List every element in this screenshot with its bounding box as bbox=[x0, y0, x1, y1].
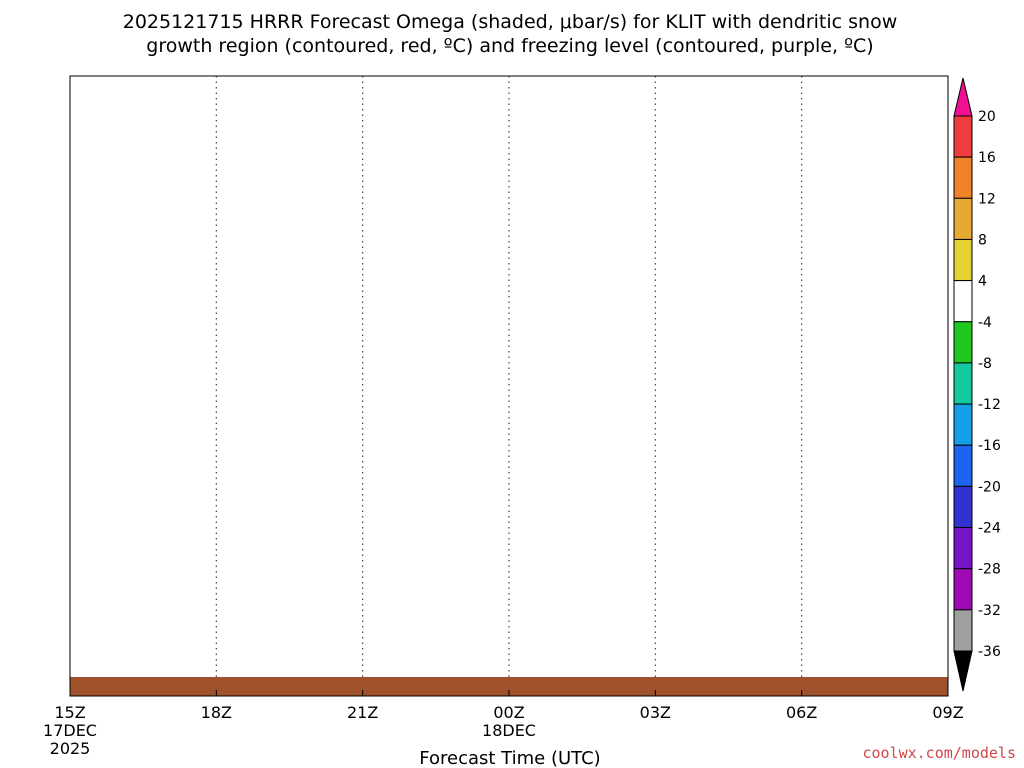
x-tick-label-06Z: 06Z bbox=[786, 703, 817, 722]
colorbar-box-11 bbox=[953, 568, 973, 611]
colorbar-label-2: 12 bbox=[978, 191, 996, 207]
x-tick-date-15Z: 17DEC bbox=[43, 721, 97, 740]
x-tick-label-00Z: 00Z bbox=[493, 703, 524, 722]
x-axis-label: Forecast Time (UTC) bbox=[419, 748, 600, 768]
colorbar-box-0 bbox=[953, 115, 973, 158]
x-tick-label-15Z: 15Z bbox=[54, 703, 85, 722]
chart-title-line2: growth region (contoured, red, ºC) and f… bbox=[146, 35, 873, 57]
colorbar-label-12: -32 bbox=[978, 603, 1001, 619]
ground-surface bbox=[70, 677, 948, 696]
x-tick-label-21Z: 21Z bbox=[347, 703, 378, 722]
chart-title-line1: 2025121715 HRRR Forecast Omega (shaded, … bbox=[123, 11, 898, 33]
colorbar-label-3: 8 bbox=[978, 232, 987, 248]
colorbar-label-10: -24 bbox=[978, 521, 1001, 537]
colorbar-box-5 bbox=[953, 321, 973, 364]
colorbar-label-1: 16 bbox=[978, 150, 996, 166]
colorbar-box-7 bbox=[953, 403, 973, 446]
colorbar-label-7: -12 bbox=[978, 397, 1001, 413]
colorbar-label-6: -8 bbox=[978, 356, 992, 372]
colorbar-box-6 bbox=[953, 362, 973, 405]
colorbar: 20 16 12 8 4 -4 -8 -12 -16 -20 -24 -28 -32 -36 bbox=[953, 77, 1001, 692]
colorbar-top-triangle bbox=[953, 77, 973, 117]
x-tick-label-18Z: 18Z bbox=[201, 703, 232, 722]
colorbar-box-1 bbox=[953, 156, 973, 199]
grid-lines bbox=[70, 76, 948, 696]
colorbar-bottom-triangle bbox=[953, 650, 973, 692]
colorbar-box-3 bbox=[953, 238, 973, 282]
colorbar-box-9 bbox=[953, 485, 973, 529]
plot-frame bbox=[69, 75, 949, 697]
colorbar-label-0: 20 bbox=[978, 109, 996, 125]
colorbar-label-13: -36 bbox=[978, 644, 1001, 660]
colorbar-label-4: 4 bbox=[978, 274, 987, 290]
x-tick-year-15Z: 2025 bbox=[50, 739, 91, 758]
colorbar-label-5: -4 bbox=[978, 315, 992, 331]
colorbar-label-8: -16 bbox=[978, 438, 1001, 454]
credit-link[interactable]: coolwx.com/models bbox=[862, 744, 1016, 762]
colorbar-box-10 bbox=[953, 527, 973, 570]
colorbar-box-4 bbox=[953, 280, 973, 323]
x-tick-label-09Z: 09Z bbox=[932, 703, 963, 722]
colorbar-label-9: -20 bbox=[978, 479, 1001, 495]
colorbar-box-2 bbox=[953, 197, 973, 240]
x-tick-date-00Z: 18DEC bbox=[482, 721, 536, 740]
colorbar-box-12 bbox=[953, 609, 973, 652]
colorbar-box-8 bbox=[953, 444, 973, 487]
colorbar-label-11: -28 bbox=[978, 562, 1001, 578]
x-tick-label-03Z: 03Z bbox=[640, 703, 671, 722]
